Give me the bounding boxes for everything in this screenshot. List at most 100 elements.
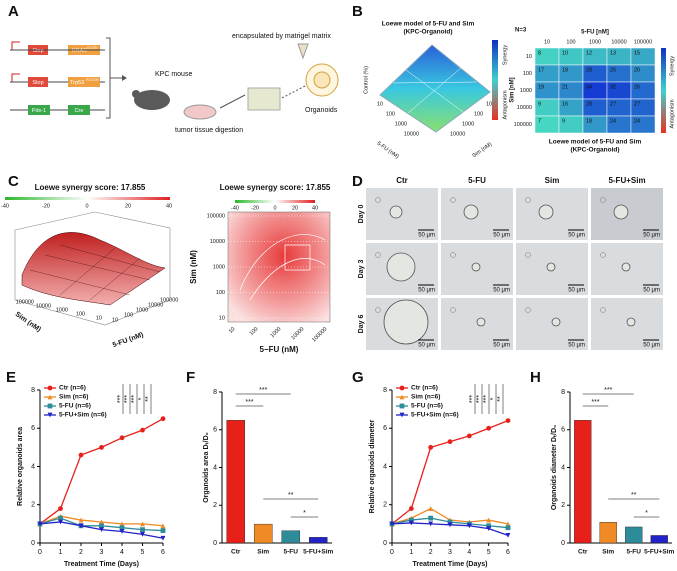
organoid xyxy=(525,252,531,258)
scale-bar-label: 50 μm xyxy=(418,233,435,239)
marker xyxy=(160,416,166,422)
significance: *** xyxy=(604,387,612,394)
colorbar-tick: -20 xyxy=(42,203,50,209)
marker xyxy=(505,521,511,527)
y-tick-label: 8 xyxy=(561,389,565,396)
y-tick-label: 6 xyxy=(383,425,387,432)
cell-label: 17 xyxy=(538,67,544,73)
marker xyxy=(99,527,104,533)
tick-label: 100 xyxy=(124,312,133,318)
colorbar-tick: 0 xyxy=(85,203,88,209)
bar xyxy=(574,420,592,544)
marker xyxy=(58,506,63,511)
marker xyxy=(140,527,145,533)
y-tick-label: 10000 xyxy=(517,105,532,111)
x-tick-label: Sim xyxy=(602,549,614,556)
dish xyxy=(183,104,217,120)
colorbar-tick: -40 xyxy=(1,203,9,209)
cell-label: 8 xyxy=(538,50,541,56)
contour-lines xyxy=(239,234,326,301)
bar xyxy=(253,523,273,544)
bar xyxy=(650,535,668,544)
panel-label: A xyxy=(8,3,19,20)
y-tick-label: 0 xyxy=(383,540,387,547)
organoid xyxy=(389,205,403,219)
marker xyxy=(119,529,125,534)
y-tick-label: 10 xyxy=(526,54,532,60)
x-tick-label: 5-FU xyxy=(284,549,299,556)
organoid xyxy=(525,307,531,313)
row-label: Day 6 xyxy=(358,315,365,334)
arrow xyxy=(219,94,246,109)
significance: *** xyxy=(591,399,599,406)
title: Loewe synergy score: 17.855 xyxy=(35,183,146,192)
label: KRAS xyxy=(72,48,87,54)
marker xyxy=(119,435,125,441)
y-tick-label: 6 xyxy=(213,427,217,434)
y-tick-label: 2 xyxy=(383,502,387,509)
marker xyxy=(505,532,511,538)
marker xyxy=(140,521,145,527)
x-tick-label: Ctr xyxy=(231,549,241,556)
arrow xyxy=(281,85,306,99)
significance: * xyxy=(490,397,497,400)
marker xyxy=(140,427,145,433)
tick-label: 1000 xyxy=(136,307,148,313)
x-tick-label: 10 xyxy=(544,39,550,45)
mouse-ear xyxy=(132,90,140,98)
cell-label: 16 xyxy=(562,101,568,107)
label: R172H xyxy=(86,77,99,82)
marker xyxy=(160,528,166,533)
cell-label: 20 xyxy=(634,67,640,73)
marker xyxy=(160,523,166,529)
cell-label: 26 xyxy=(634,84,640,90)
colorbar xyxy=(661,48,666,133)
y-tick-label: 10 xyxy=(219,315,225,321)
matrix xyxy=(247,87,281,111)
marker xyxy=(408,520,414,526)
x-tick-label: 6 xyxy=(506,549,510,556)
y-tick-label: 4 xyxy=(213,464,217,471)
significance: ** xyxy=(145,396,152,402)
panel-label: G xyxy=(352,369,364,386)
x-tick-label: 2 xyxy=(429,549,433,556)
column-header: Sim xyxy=(545,176,560,185)
column-header: Ctr xyxy=(396,176,408,185)
significance: * xyxy=(138,397,145,400)
x-axis-label: Treatment Time (Days) xyxy=(64,561,139,568)
tick-label: 100 xyxy=(474,111,483,117)
stop-box xyxy=(28,77,48,87)
x-tick-label: 4 xyxy=(120,549,124,556)
x-tick-label: 1000 xyxy=(589,39,601,45)
colorbar xyxy=(492,40,498,120)
colorbar-tick: 0 xyxy=(273,205,276,211)
x-tick-label: 0 xyxy=(38,549,42,556)
organoid xyxy=(386,252,416,282)
y-tick-label: 8 xyxy=(213,389,217,396)
marker xyxy=(428,444,434,450)
x-tick-label: 10000 xyxy=(611,39,626,45)
significance: * xyxy=(645,510,648,517)
cell-label: 24 xyxy=(610,118,616,124)
label: Organoids xyxy=(305,107,338,114)
legend-label: Sim (n=6) xyxy=(411,394,440,401)
colorbar-tick: -20 xyxy=(251,205,259,211)
organoid xyxy=(375,197,381,203)
legend-marker xyxy=(399,412,405,418)
y-tick-label: 6 xyxy=(31,425,35,432)
axis-label: Control (%) xyxy=(363,66,369,94)
bar xyxy=(226,420,246,544)
y-axis-label: Organoids diameter Dₜ/D₀ xyxy=(551,425,558,510)
colorbar-tick: 20 xyxy=(292,205,298,211)
marker xyxy=(99,519,104,525)
cell-label: 28 xyxy=(586,67,592,73)
y-tick-label: 2 xyxy=(561,502,565,509)
row-label: Day 0 xyxy=(358,205,365,224)
column-header: 5-FU+Sim xyxy=(608,176,645,185)
bar xyxy=(281,530,301,544)
label: encapsulated by matrigel matrix xyxy=(232,33,331,40)
scale-bar-label: 50 μm xyxy=(643,233,660,239)
label: Trp53 xyxy=(70,80,84,86)
title: Loewe synergy score: 17.855 xyxy=(220,183,331,192)
significance: * xyxy=(303,510,306,517)
